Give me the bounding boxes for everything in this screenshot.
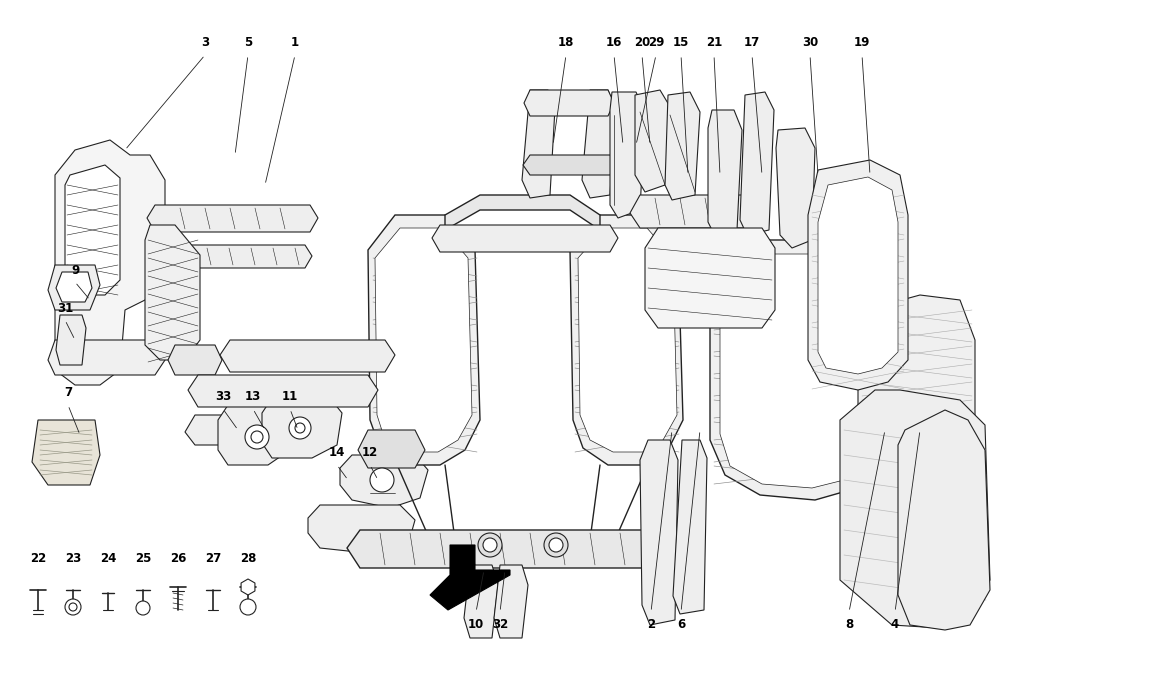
Polygon shape [55, 140, 164, 385]
Polygon shape [710, 240, 871, 500]
Polygon shape [340, 455, 428, 508]
Text: 28: 28 [240, 551, 256, 565]
Polygon shape [48, 340, 164, 375]
Circle shape [549, 538, 564, 552]
Polygon shape [739, 92, 774, 235]
Polygon shape [242, 579, 255, 595]
Polygon shape [308, 505, 415, 555]
Text: 23: 23 [64, 551, 82, 565]
Polygon shape [347, 530, 703, 568]
Text: 29: 29 [647, 36, 665, 48]
Text: 19: 19 [853, 36, 871, 48]
Circle shape [240, 599, 256, 615]
Circle shape [483, 538, 497, 552]
Polygon shape [808, 160, 908, 390]
Text: 18: 18 [558, 36, 574, 48]
Polygon shape [32, 420, 100, 485]
Text: 1: 1 [291, 36, 299, 48]
Polygon shape [430, 545, 509, 610]
Circle shape [136, 601, 150, 615]
Text: 24: 24 [100, 551, 116, 565]
Polygon shape [463, 565, 498, 638]
Circle shape [544, 533, 568, 557]
Polygon shape [610, 92, 645, 218]
Circle shape [245, 425, 269, 449]
Polygon shape [145, 225, 200, 360]
Polygon shape [48, 265, 100, 310]
Polygon shape [635, 90, 672, 192]
Polygon shape [218, 405, 296, 465]
Text: 17: 17 [744, 36, 760, 48]
Text: 10: 10 [468, 617, 484, 630]
Polygon shape [645, 228, 775, 328]
Polygon shape [840, 390, 990, 628]
Polygon shape [187, 375, 378, 407]
Polygon shape [630, 195, 768, 228]
Polygon shape [720, 254, 862, 488]
Text: 13: 13 [245, 391, 261, 404]
Text: 7: 7 [64, 387, 72, 400]
Polygon shape [708, 110, 742, 236]
Circle shape [289, 417, 310, 439]
Text: 2: 2 [647, 617, 655, 630]
Circle shape [370, 468, 394, 492]
Circle shape [296, 423, 305, 433]
Polygon shape [168, 345, 222, 375]
Text: 32: 32 [492, 617, 508, 630]
Text: 3: 3 [201, 36, 209, 48]
Text: 26: 26 [170, 551, 186, 565]
Polygon shape [673, 440, 707, 614]
Polygon shape [368, 215, 480, 465]
Text: 27: 27 [205, 551, 221, 565]
Circle shape [251, 431, 263, 443]
Text: 15: 15 [673, 36, 689, 48]
Polygon shape [445, 195, 600, 230]
Text: 14: 14 [329, 447, 345, 460]
Text: 30: 30 [802, 36, 818, 48]
Polygon shape [522, 90, 555, 198]
Polygon shape [66, 165, 120, 295]
Text: 9: 9 [71, 264, 79, 277]
Polygon shape [185, 415, 248, 445]
Text: 11: 11 [282, 391, 298, 404]
Polygon shape [898, 410, 990, 630]
Polygon shape [432, 225, 618, 252]
Polygon shape [375, 228, 472, 452]
Polygon shape [818, 177, 898, 374]
Polygon shape [570, 215, 683, 465]
Polygon shape [56, 315, 86, 365]
Polygon shape [665, 92, 700, 200]
Polygon shape [858, 295, 975, 495]
Polygon shape [147, 205, 319, 232]
Polygon shape [641, 440, 678, 625]
Circle shape [69, 603, 77, 611]
Circle shape [478, 533, 503, 557]
Text: 21: 21 [706, 36, 722, 48]
Polygon shape [56, 272, 92, 302]
Polygon shape [582, 90, 615, 198]
Text: 25: 25 [135, 551, 151, 565]
Polygon shape [262, 398, 342, 458]
Polygon shape [358, 430, 426, 468]
Text: 16: 16 [606, 36, 622, 48]
Text: 33: 33 [215, 391, 231, 404]
Polygon shape [524, 90, 614, 116]
Text: 31: 31 [56, 301, 74, 314]
Circle shape [66, 599, 80, 615]
Polygon shape [156, 245, 312, 268]
Text: 22: 22 [30, 551, 46, 565]
Polygon shape [494, 565, 528, 638]
Text: 6: 6 [677, 617, 685, 630]
Polygon shape [776, 128, 815, 248]
Polygon shape [578, 228, 677, 452]
Polygon shape [220, 340, 394, 372]
Polygon shape [523, 155, 618, 175]
Text: 4: 4 [891, 617, 899, 630]
Text: 20: 20 [634, 36, 650, 48]
Text: 5: 5 [244, 36, 252, 48]
Text: 12: 12 [362, 447, 378, 460]
Text: 8: 8 [845, 617, 853, 630]
